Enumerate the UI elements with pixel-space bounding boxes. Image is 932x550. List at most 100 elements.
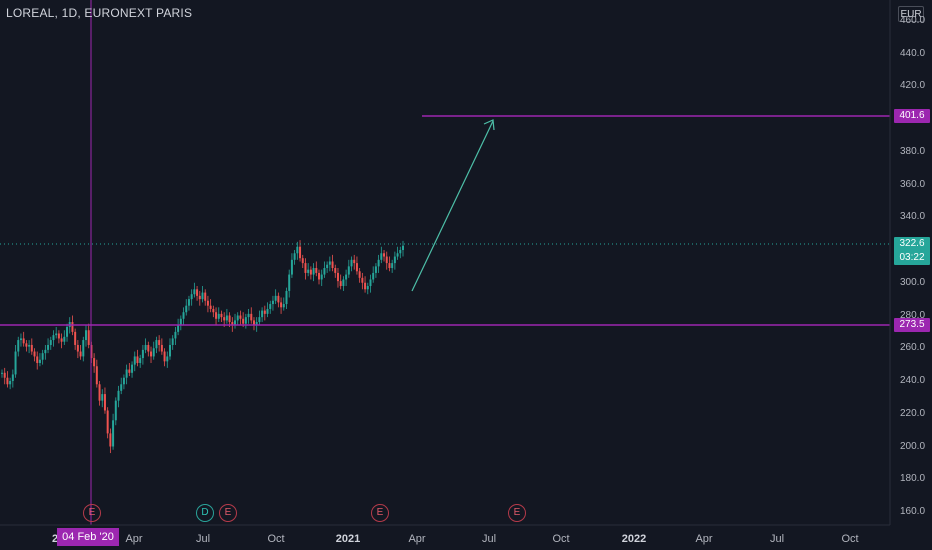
earnings-event-icon[interactable]: E bbox=[371, 504, 389, 522]
price-axis-tick: 380.0 bbox=[900, 145, 926, 157]
candle-body bbox=[320, 274, 323, 280]
candle-body bbox=[247, 313, 250, 318]
currency-badge[interactable]: EUR bbox=[898, 6, 924, 22]
time-axis-label: Apr bbox=[408, 533, 426, 545]
price-axis-tick: 460.0 bbox=[900, 14, 926, 26]
candle-body bbox=[22, 338, 25, 344]
time-axis-label: Oct bbox=[267, 533, 285, 545]
candle-body bbox=[106, 410, 109, 434]
time-axis-label: Apr bbox=[695, 533, 713, 545]
candle-body bbox=[318, 272, 321, 280]
candle-body bbox=[84, 330, 87, 341]
candle-body bbox=[98, 384, 101, 401]
candle-body bbox=[385, 256, 388, 264]
candle-body bbox=[187, 299, 190, 306]
price-axis-tick: 160.0 bbox=[900, 506, 926, 517]
candle-body bbox=[131, 364, 134, 373]
candle-body bbox=[141, 349, 144, 359]
candle-body bbox=[79, 351, 82, 357]
candle-body bbox=[190, 294, 193, 300]
time-axis-label: 2022 bbox=[621, 533, 647, 545]
candle-body bbox=[55, 333, 58, 336]
candle-body bbox=[285, 290, 288, 305]
candle-body bbox=[271, 300, 274, 305]
candle-body bbox=[299, 246, 302, 259]
candle-body bbox=[160, 344, 163, 352]
candle-body bbox=[383, 253, 386, 257]
candle-body bbox=[328, 261, 331, 265]
earnings-event-icon[interactable]: E bbox=[219, 504, 237, 522]
candle-body bbox=[3, 372, 6, 378]
dividend-event-icon[interactable]: D bbox=[196, 504, 214, 522]
candle-body bbox=[196, 289, 199, 296]
candle-body bbox=[155, 340, 158, 349]
candle-body bbox=[206, 300, 209, 306]
candle-body bbox=[290, 259, 293, 275]
candle-body bbox=[388, 263, 391, 269]
candle-body bbox=[36, 356, 39, 363]
candle-body bbox=[231, 322, 234, 326]
candle-body bbox=[177, 325, 180, 332]
candle-body bbox=[301, 258, 304, 264]
candle-body bbox=[1, 372, 3, 374]
candle-body bbox=[258, 317, 261, 323]
symbol-title[interactable]: LOREAL, 1D, EURONEXT PARIS bbox=[6, 6, 193, 20]
candle-series bbox=[1, 240, 404, 454]
candle-body bbox=[63, 336, 66, 342]
candle-body bbox=[266, 308, 269, 314]
time-axis-label: Jul bbox=[481, 533, 497, 545]
candle-body bbox=[339, 281, 342, 287]
price-axis-tick: 220.0 bbox=[900, 407, 926, 419]
candle-body bbox=[19, 338, 22, 341]
candle-body bbox=[280, 302, 283, 308]
price-axis-tick: 300.0 bbox=[900, 276, 926, 288]
candle-body bbox=[331, 261, 334, 269]
candle-body bbox=[350, 259, 353, 267]
candle-body bbox=[144, 344, 147, 350]
candle-body bbox=[393, 256, 396, 264]
candle-body bbox=[353, 259, 356, 264]
candle-body bbox=[255, 322, 258, 326]
candle-body bbox=[109, 433, 112, 447]
trend-arrow[interactable] bbox=[411, 119, 495, 292]
candle-body bbox=[263, 310, 266, 314]
current-price-tag: 322.6 03:22 bbox=[894, 237, 930, 265]
candle-body bbox=[25, 343, 28, 347]
candle-body bbox=[120, 384, 123, 391]
crosshair-date-tag: 04 Feb '20 bbox=[57, 528, 119, 546]
candle-body bbox=[122, 377, 125, 385]
time-axis-label: Oct bbox=[841, 533, 859, 545]
earnings-event-icon[interactable]: E bbox=[508, 504, 526, 522]
candle-body bbox=[57, 333, 60, 339]
candle-body bbox=[66, 326, 69, 337]
candle-body bbox=[11, 374, 14, 381]
price-axis-tick: 340.0 bbox=[900, 211, 926, 223]
candle-body bbox=[326, 264, 329, 269]
candle-body bbox=[33, 351, 36, 357]
earnings-event-icon[interactable]: E bbox=[83, 504, 101, 522]
candle-body bbox=[204, 292, 207, 301]
candle-body bbox=[17, 340, 20, 352]
candle-body bbox=[364, 282, 367, 290]
candle-body bbox=[358, 271, 361, 278]
time-axis-label: 2021 bbox=[335, 533, 361, 545]
candle-body bbox=[274, 295, 277, 301]
candle-body bbox=[52, 335, 55, 341]
candle-body bbox=[288, 274, 291, 291]
candle-body bbox=[76, 344, 79, 352]
candle-body bbox=[269, 304, 272, 309]
candle-body bbox=[336, 272, 339, 282]
candle-body bbox=[391, 263, 394, 269]
candle-body bbox=[334, 268, 337, 273]
candle-body bbox=[223, 317, 226, 321]
candle-body bbox=[128, 369, 131, 373]
candle-body bbox=[114, 400, 117, 421]
candle-body bbox=[372, 272, 375, 280]
candle-body bbox=[82, 340, 85, 357]
candle-body bbox=[369, 279, 372, 287]
price-axis-tick: 260.0 bbox=[900, 342, 926, 354]
candle-body bbox=[244, 317, 247, 324]
candle-body bbox=[87, 330, 90, 345]
